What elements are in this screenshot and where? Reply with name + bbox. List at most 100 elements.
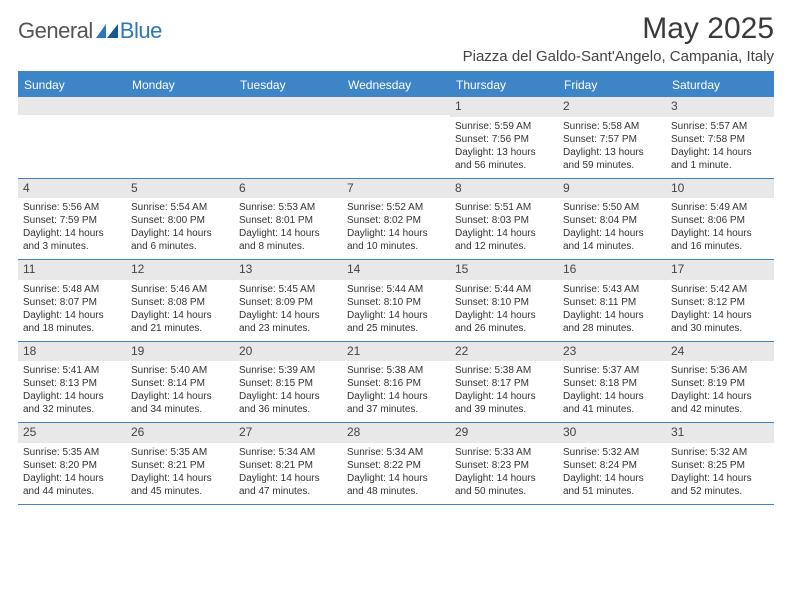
daylight-line: Daylight: 14 hours and 12 minutes. <box>455 227 553 253</box>
day-cell: 7Sunrise: 5:52 AMSunset: 8:02 PMDaylight… <box>342 179 450 260</box>
location: Piazza del Galdo-Sant'Angelo, Campania, … <box>18 48 774 65</box>
day-cell: 17 Sunrise: 5:42 AMSunset: 8:12 PMDayligh… <box>666 260 774 341</box>
weekday-header: Sunday <box>18 73 126 97</box>
day-cell: 9 Sunrise: 5:50 AMSunset: 8:04 PMDaylight… <box>558 179 666 260</box>
day-number: 26 <box>126 423 234 443</box>
sunset-line: Sunset: 8:03 PM <box>455 214 553 227</box>
sunrise-line: Sunrise: 5:42 AM <box>671 283 769 296</box>
day-cell: 30Sunrise: 5:32 AMSunset: 8:24 PMDayligh… <box>558 423 666 504</box>
sunset-line: Sunset: 8:20 PM <box>23 459 121 472</box>
day-cell: 24Sunrise: 5:36 AMSunset: 8:19 PMDayligh… <box>666 342 774 423</box>
sunset-line: Sunset: 8:15 PM <box>239 377 337 390</box>
day-number: 7 <box>342 179 450 199</box>
day-cell: 19Sunrise: 5:40 AMSunset: 8:14 PMDayligh… <box>126 342 234 423</box>
sunset-line: Sunset: 8:19 PM <box>671 377 769 390</box>
sunrise-line: Sunrise: 5:59 AM <box>455 120 553 133</box>
day-cell: 3Sunrise: 5:57 AMSunset: 7:58 PMDaylight… <box>666 97 774 178</box>
sunset-line: Sunset: 7:57 PM <box>563 133 661 146</box>
day-cell: 22Sunrise: 5:38 AMSunset: 8:17 PMDayligh… <box>450 342 558 423</box>
sunset-line: Sunset: 8:14 PM <box>131 377 229 390</box>
day-number: 13 <box>234 260 342 280</box>
sunrise-line: Sunrise: 5:39 AM <box>239 364 337 377</box>
sunset-line: Sunset: 8:07 PM <box>23 296 121 309</box>
sunset-line: Sunset: 8:00 PM <box>131 214 229 227</box>
day-number: 24 <box>666 342 774 362</box>
day-number: 17 <box>666 260 774 280</box>
day-cell: 14Sunrise: 5:44 AMSunset: 8:10 PMDayligh… <box>342 260 450 341</box>
day-cell <box>234 97 342 178</box>
day-cell <box>342 97 450 178</box>
sunrise-line: Sunrise: 5:53 AM <box>239 201 337 214</box>
day-cell: 5Sunrise: 5:54 AMSunset: 8:00 PMDaylight… <box>126 179 234 260</box>
daylight-line: Daylight: 13 hours and 56 minutes. <box>455 146 553 172</box>
sunrise-line: Sunrise: 5:33 AM <box>455 446 553 459</box>
daylight-line: Daylight: 14 hours and 44 minutes. <box>23 472 121 498</box>
sunset-line: Sunset: 8:22 PM <box>347 459 445 472</box>
daylight-line: Daylight: 14 hours and 30 minutes. <box>671 309 769 335</box>
sunset-line: Sunset: 8:08 PM <box>131 296 229 309</box>
sunset-line: Sunset: 8:12 PM <box>671 296 769 309</box>
sunrise-line: Sunrise: 5:56 AM <box>23 201 121 214</box>
sunrise-line: Sunrise: 5:35 AM <box>131 446 229 459</box>
sunrise-line: Sunrise: 5:38 AM <box>347 364 445 377</box>
sunset-line: Sunset: 8:04 PM <box>563 214 661 227</box>
sunset-line: Sunset: 8:16 PM <box>347 377 445 390</box>
day-cell: 20Sunrise: 5:39 AMSunset: 8:15 PMDayligh… <box>234 342 342 423</box>
sunrise-line: Sunrise: 5:32 AM <box>563 446 661 459</box>
daylight-line: Daylight: 14 hours and 50 minutes. <box>455 472 553 498</box>
sunset-line: Sunset: 7:59 PM <box>23 214 121 227</box>
daylight-line: Daylight: 14 hours and 42 minutes. <box>671 390 769 416</box>
sunset-line: Sunset: 8:01 PM <box>239 214 337 227</box>
sunrise-line: Sunrise: 5:34 AM <box>239 446 337 459</box>
daylight-line: Daylight: 14 hours and 52 minutes. <box>671 472 769 498</box>
logo-text-general: General <box>18 18 93 44</box>
daylight-line: Daylight: 14 hours and 23 minutes. <box>239 309 337 335</box>
day-number: 9 <box>558 179 666 199</box>
day-number: 2 <box>558 97 666 117</box>
day-cell: 2Sunrise: 5:58 AMSunset: 7:57 PMDaylight… <box>558 97 666 178</box>
logo-icon <box>96 22 118 40</box>
daylight-line: Daylight: 14 hours and 14 minutes. <box>563 227 661 253</box>
daylight-line: Daylight: 14 hours and 28 minutes. <box>563 309 661 335</box>
day-number <box>342 97 450 115</box>
sunrise-line: Sunrise: 5:46 AM <box>131 283 229 296</box>
day-cell: 29Sunrise: 5:33 AMSunset: 8:23 PMDayligh… <box>450 423 558 504</box>
day-number: 12 <box>126 260 234 280</box>
day-number: 21 <box>342 342 450 362</box>
day-number: 11 <box>18 260 126 280</box>
daylight-line: Daylight: 14 hours and 8 minutes. <box>239 227 337 253</box>
day-cell: 10Sunrise: 5:49 AMSunset: 8:06 PMDayligh… <box>666 179 774 260</box>
sunset-line: Sunset: 8:25 PM <box>671 459 769 472</box>
day-number: 27 <box>234 423 342 443</box>
weekday-header: Thursday <box>450 73 558 97</box>
weekday-header: Friday <box>558 73 666 97</box>
day-number: 18 <box>18 342 126 362</box>
day-number: 28 <box>342 423 450 443</box>
day-number: 23 <box>558 342 666 362</box>
daylight-line: Daylight: 14 hours and 36 minutes. <box>239 390 337 416</box>
day-cell: 4Sunrise: 5:56 AMSunset: 7:59 PMDaylight… <box>18 179 126 260</box>
sunset-line: Sunset: 8:24 PM <box>563 459 661 472</box>
sunset-line: Sunset: 8:21 PM <box>131 459 229 472</box>
daylight-line: Daylight: 14 hours and 21 minutes. <box>131 309 229 335</box>
day-cell: 26Sunrise: 5:35 AMSunset: 8:21 PMDayligh… <box>126 423 234 504</box>
daylight-line: Daylight: 14 hours and 1 minute. <box>671 146 769 172</box>
daylight-line: Daylight: 14 hours and 47 minutes. <box>239 472 337 498</box>
sunrise-line: Sunrise: 5:58 AM <box>563 120 661 133</box>
sunrise-line: Sunrise: 5:40 AM <box>131 364 229 377</box>
sunset-line: Sunset: 8:10 PM <box>455 296 553 309</box>
daylight-line: Daylight: 14 hours and 3 minutes. <box>23 227 121 253</box>
sunset-line: Sunset: 8:02 PM <box>347 214 445 227</box>
day-number: 29 <box>450 423 558 443</box>
day-cell: 8Sunrise: 5:51 AMSunset: 8:03 PMDaylight… <box>450 179 558 260</box>
day-number: 22 <box>450 342 558 362</box>
day-cell: 21Sunrise: 5:38 AMSunset: 8:16 PMDayligh… <box>342 342 450 423</box>
sunrise-line: Sunrise: 5:50 AM <box>563 201 661 214</box>
day-number: 8 <box>450 179 558 199</box>
daylight-line: Daylight: 14 hours and 6 minutes. <box>131 227 229 253</box>
sunset-line: Sunset: 8:09 PM <box>239 296 337 309</box>
day-cell: 16Sunrise: 5:43 AMSunset: 8:11 PMDayligh… <box>558 260 666 341</box>
sunset-line: Sunset: 8:10 PM <box>347 296 445 309</box>
day-number: 14 <box>342 260 450 280</box>
day-cell: 1Sunrise: 5:59 AMSunset: 7:56 PMDaylight… <box>450 97 558 178</box>
